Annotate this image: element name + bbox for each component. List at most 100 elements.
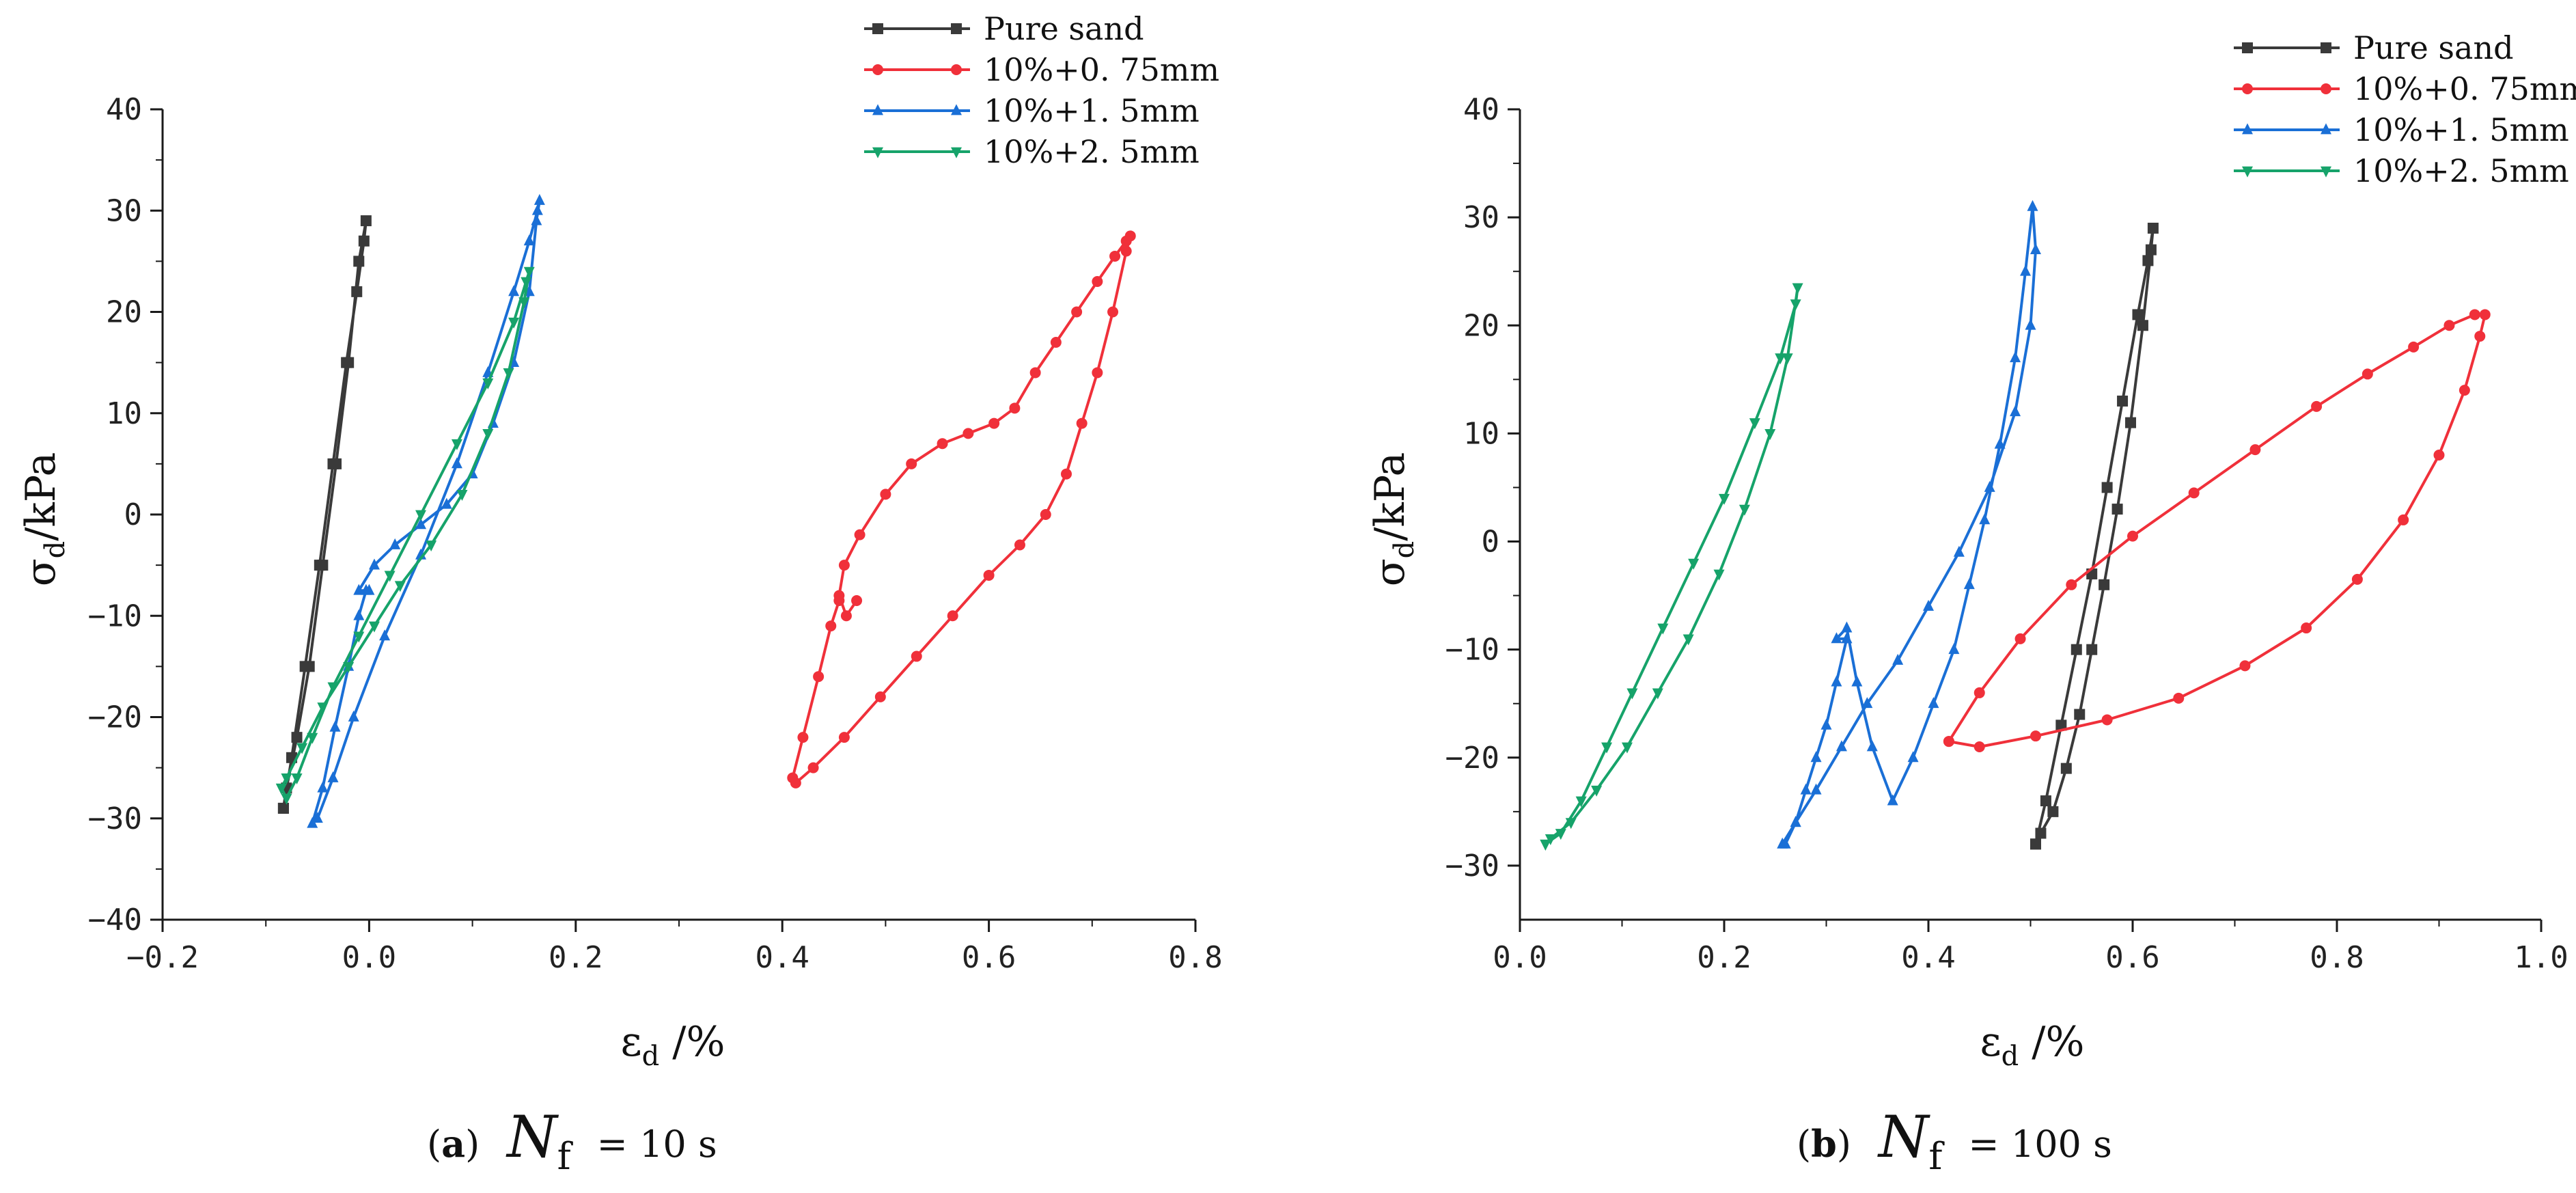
- panel-a-series-p15: [307, 193, 545, 828]
- panel-b-x-tick-label: 0.4: [1901, 940, 1955, 975]
- panel-b-data-point: [2132, 309, 2144, 320]
- panel-b-data-point: [2479, 309, 2491, 320]
- panel-a-data-point: [327, 682, 339, 694]
- panel-a-data-point: [451, 457, 462, 469]
- panel-a-data-point: [838, 560, 850, 571]
- panel-a-y-tick-label: 10: [106, 396, 142, 431]
- panel-b-data-point: [1777, 837, 1788, 849]
- panel-b-data-point: [1775, 353, 1786, 365]
- panel-b-data-point: [1800, 783, 1812, 795]
- panel-a-legend-marker: [951, 64, 962, 75]
- panel-a-data-point: [482, 378, 494, 389]
- panel-a-data-point: [880, 489, 891, 500]
- panel-a-data-point: [1092, 276, 1103, 288]
- panel-b-data-point: [2398, 514, 2409, 525]
- panel-b-data-point: [1841, 621, 1853, 633]
- panel-b-data-point: [1851, 675, 1863, 687]
- panel-b-data-point: [1831, 632, 1842, 644]
- panel-a-data-point: [291, 732, 303, 743]
- panel-b-series-p15: [1777, 200, 2041, 849]
- panel-a-legend-marker: [872, 64, 883, 75]
- panel-b-y-tick-label: 40: [1463, 92, 1499, 127]
- panel-b-data-point: [2443, 320, 2455, 331]
- panel-b-y-tick-label: −30: [1445, 849, 1499, 883]
- panel-a-data-point: [327, 771, 339, 782]
- panel-a-data-point: [1009, 402, 1021, 414]
- panel-a-data-point: [1107, 306, 1119, 318]
- panel-b-data-point: [2010, 405, 2021, 417]
- panel-a-axes: −0.2 0.0 0.2 0.4 0.6 0.8 40 30 20 10 0 −10 −20 −30 −40: [88, 92, 1223, 975]
- panel-b-data-point: [1621, 742, 1633, 754]
- panel-a-data-point: [1040, 509, 1051, 520]
- panel-a-data-point: [534, 193, 545, 205]
- panel-b-data-point: [2071, 644, 2082, 655]
- panel-a-y-tick-label: 20: [106, 295, 142, 330]
- panel-a-data-point: [277, 802, 289, 814]
- panel-b-data-point: [2311, 400, 2323, 412]
- panel-a-legend-item: 10%+1. 5mm: [864, 92, 1200, 129]
- panel-b-data-point: [1836, 740, 1847, 752]
- panel-b-data-point: [2362, 368, 2373, 380]
- panel-a-data-point: [329, 720, 341, 732]
- panel-b-data-point: [2101, 482, 2113, 493]
- panel-b-data-point: [1973, 687, 1985, 698]
- panel-b-data-point: [1790, 299, 1801, 311]
- panel-a-y-tick-label: −40: [88, 903, 142, 937]
- panel-b-y-tick-label: 10: [1463, 416, 1499, 451]
- panel-b-data-point: [2040, 795, 2051, 807]
- panel-b-data-point: [2117, 395, 2129, 407]
- panel-a-data-point: [368, 558, 380, 570]
- panel-a-data-point: [874, 691, 886, 702]
- panel-a-y-tick-label: −30: [88, 801, 142, 836]
- panel-b-data-point: [2469, 309, 2480, 320]
- panel-b-legend-marker: [2321, 123, 2331, 135]
- panel-b-data-point: [2060, 763, 2072, 774]
- panel-a-data-point: [351, 286, 363, 297]
- panel-a-legend-marker: [872, 147, 883, 159]
- panel-a-y-tick-label: −10: [88, 599, 142, 633]
- panel-a-data-point: [348, 710, 359, 722]
- panel-a-data-point: [281, 793, 292, 805]
- panel-a-data-point: [947, 610, 958, 622]
- panel-b-x-tick-label: 0.8: [2310, 940, 2364, 975]
- panel-a-data-point: [379, 629, 391, 641]
- panel-b-data-point: [2030, 838, 2041, 850]
- panel-b-data-point: [1682, 634, 1694, 646]
- panel-a-data-point: [456, 489, 468, 501]
- panel-b-data-point: [2030, 243, 2041, 254]
- panel-a-data-point: [833, 595, 845, 607]
- panel-b-y-axis-title: σd/kPa: [1366, 452, 1420, 587]
- panel-a-data-point: [1014, 539, 1025, 551]
- panel-a-data-point: [353, 631, 365, 643]
- panel-b-data-point: [2145, 244, 2157, 256]
- panel-a-data-point: [911, 650, 922, 662]
- panel-a-data-point: [840, 610, 852, 622]
- panel-b-data-point: [1764, 429, 1776, 440]
- panel-a-y-axis-title: σd/kPa: [17, 452, 71, 587]
- panel-b-data-point: [1963, 578, 1975, 590]
- panel-a-data-point: [303, 661, 315, 672]
- panel-b-data-point: [2408, 341, 2420, 353]
- panel-a-legend-label: 10%+0. 75mm: [984, 51, 1219, 88]
- panel-a-data-point: [415, 510, 426, 521]
- panel-b-data-point: [2239, 660, 2251, 672]
- panel-a-series-group: [275, 193, 1136, 828]
- panel-a-data-point: [389, 538, 401, 549]
- panel-b-data-point: [1994, 437, 2006, 449]
- panel-a-legend-marker: [951, 147, 962, 159]
- panel-b-data-point: [2474, 331, 2486, 342]
- panel-b-data-point: [1892, 653, 1904, 665]
- panel-a-data-point: [353, 256, 365, 267]
- panel-a-y-tick-label: 30: [106, 193, 142, 228]
- panel-b-x-axis-title: εd /%: [1980, 1018, 2084, 1072]
- panel-b-data-point: [2125, 417, 2137, 428]
- panel-a-data-point: [291, 773, 303, 785]
- panel-b-data-point: [1841, 632, 1853, 644]
- panel-b-legend-label: Pure sand: [2353, 29, 2514, 66]
- panel-a-data-point: [797, 732, 809, 743]
- panel-b-data-point: [1820, 718, 1832, 730]
- panel-a-data-point: [317, 781, 329, 793]
- panel-b-data-point: [2351, 573, 2363, 585]
- panel-b-data-point: [2010, 351, 2021, 363]
- panel-a-series-line-p075: [791, 234, 1132, 784]
